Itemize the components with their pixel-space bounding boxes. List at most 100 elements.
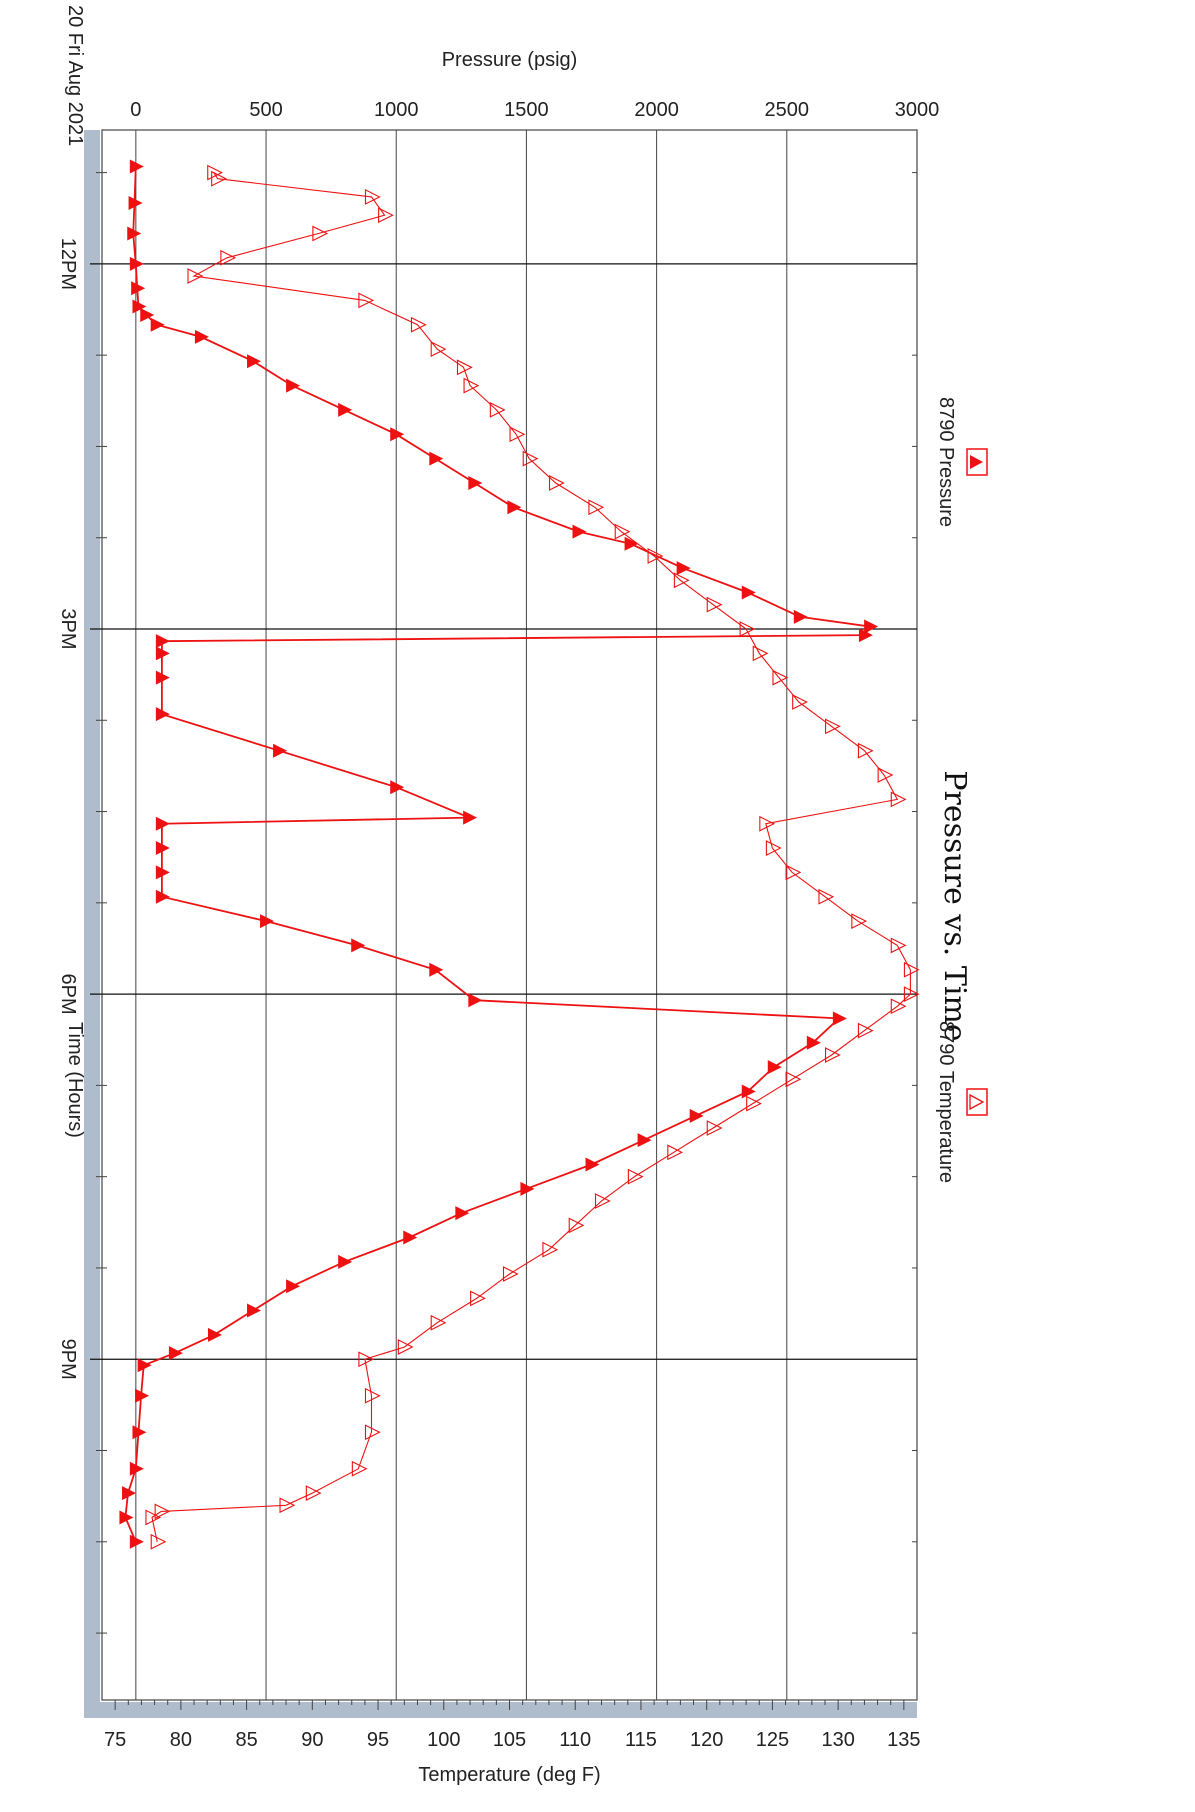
pressure-point [520, 1181, 535, 1196]
temperature-tick-label: 125 [756, 1729, 789, 1751]
pressure-point [207, 1327, 222, 1342]
temperature-point [857, 742, 874, 759]
temperature-point [312, 225, 329, 242]
temperature-point [857, 1022, 874, 1039]
pressure-point [155, 670, 170, 685]
pressure-point [864, 619, 879, 634]
pressure-point [247, 1303, 262, 1318]
pressure-point [338, 1254, 353, 1269]
temperature-tick-label: 120 [690, 1729, 723, 1751]
temperature-point [522, 450, 539, 467]
pressure-point [129, 1534, 144, 1549]
time-tick-label: 9PM [57, 1339, 79, 1380]
temperature-point [627, 1168, 644, 1185]
temperature-point [706, 1120, 723, 1136]
pressure-point [155, 889, 170, 904]
tick-labels: 0 500 1000 1500 2000 2500 3000 Pressure (psig) 7… [57, 49, 939, 1786]
temperature-point [890, 998, 907, 1015]
temperature-point [364, 1387, 381, 1404]
temperature-point [279, 1497, 296, 1514]
pressure-point [624, 536, 639, 551]
temperature-point [739, 621, 756, 637]
pressure-point [585, 1157, 600, 1172]
pressure-point [194, 329, 209, 344]
pressure-point [351, 938, 366, 953]
pressure-point [689, 1108, 704, 1123]
temperature-point [877, 767, 894, 783]
temperature-point [890, 937, 907, 954]
temperature-axis-label: Temperature (deg F) [418, 1764, 600, 1786]
bottom-axis-band [84, 130, 100, 1718]
temperature-point [752, 645, 769, 662]
legend-pressure-label: 8790 Pressure [935, 397, 957, 527]
time-tick-label: 6PM [57, 974, 79, 1015]
pressure-point [793, 609, 808, 624]
pressure-point [390, 780, 405, 795]
temperature-point [759, 815, 776, 832]
pressure-tick-label: 2000 [634, 99, 679, 121]
pressure-point [135, 1388, 150, 1403]
temperature-point [548, 475, 565, 491]
temperature-point [220, 249, 237, 266]
temperature-point [502, 1266, 519, 1282]
temperature-point [785, 864, 802, 881]
pressure-point [767, 1060, 782, 1075]
pressure-point [676, 561, 691, 576]
temperature-point [772, 669, 789, 686]
temperature-point [364, 189, 381, 205]
temperature-point [211, 170, 227, 187]
temperature-tick-label: 90 [301, 1729, 323, 1751]
pressure-line [124, 166, 872, 1543]
pressure-point [429, 451, 444, 466]
pressure-point [741, 585, 756, 600]
temperature-tick-label: 80 [170, 1729, 192, 1751]
pressure-point [129, 256, 144, 271]
temperature-line [151, 172, 911, 1542]
temperature-point [746, 1095, 762, 1112]
right-axis-band [84, 1702, 917, 1718]
chart-title: Pressure vs. Time [937, 770, 972, 1041]
pressure-point [155, 841, 170, 856]
pressure-point [247, 354, 262, 369]
pressure-point [132, 299, 147, 314]
temperature-point [765, 840, 782, 856]
pressure-point [129, 1461, 144, 1476]
temperature-point [463, 377, 480, 394]
temperature-point [456, 359, 473, 376]
temperature-tick-label: 115 [625, 1729, 657, 1751]
pressure-point [131, 281, 146, 296]
pressure-point [127, 226, 142, 241]
pressure-point [155, 707, 170, 722]
pressure-point [858, 628, 873, 643]
pressure-point [429, 962, 444, 977]
pressure-point [260, 914, 275, 929]
pressure-point [637, 1133, 652, 1148]
temperature-point [614, 523, 631, 540]
pressure-point [455, 1206, 470, 1221]
temperature-point [903, 986, 920, 1002]
pressure-point [286, 378, 301, 393]
date-label: 20 Fri Aug 2021 [64, 5, 86, 146]
legend-temperature-label: 8790 Temperature [935, 1021, 957, 1183]
legend-pressure-marker-icon [970, 455, 983, 469]
temperature-point [890, 791, 907, 808]
pressure-point [122, 1486, 137, 1501]
temperature-point [430, 1314, 447, 1331]
pressure-axis-label: Pressure (psig) [442, 49, 578, 71]
temperature-point [785, 1071, 802, 1088]
pressure-point [155, 634, 170, 649]
temperature-point [792, 694, 808, 710]
pressure-point [137, 1358, 152, 1373]
temperature-point [358, 1351, 375, 1368]
pressure-point [132, 1425, 147, 1440]
temperature-point [818, 888, 835, 905]
temperature-point [489, 402, 506, 418]
temperature-point [207, 164, 223, 181]
temperature-point [588, 499, 605, 516]
temperature-tick-label: 110 [559, 1729, 591, 1751]
temperature-point [594, 1193, 611, 1209]
pressure-point [403, 1230, 418, 1245]
pressure-point [119, 1510, 134, 1525]
